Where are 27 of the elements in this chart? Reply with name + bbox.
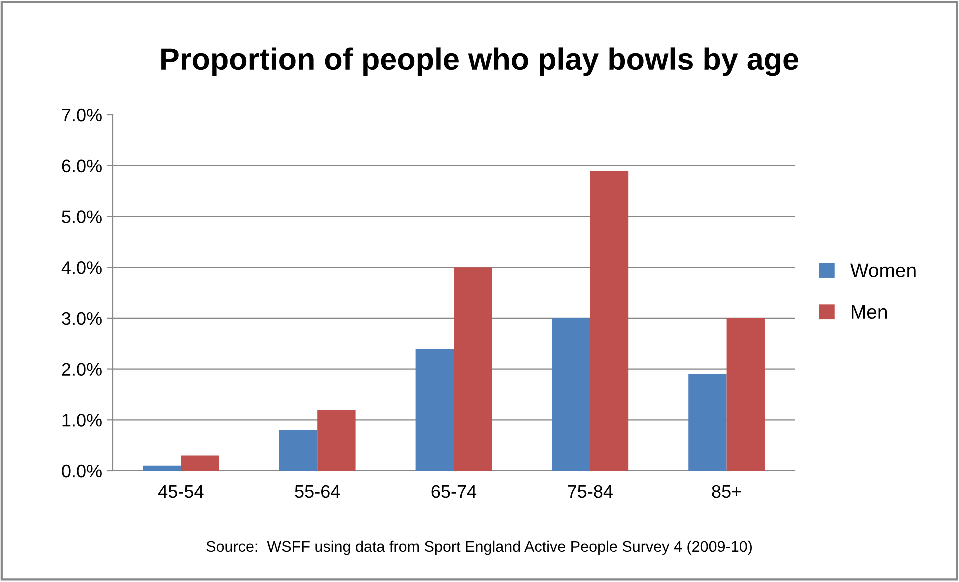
x-tick-label: 65-74 (432, 485, 477, 498)
y-tick-label: 4.0% (62, 262, 102, 274)
bar (454, 268, 492, 471)
bar (590, 170, 629, 471)
chart-title: Proportion of people who play bowls by age (162, 48, 798, 76)
x-tick-label: 75-84 (568, 485, 613, 498)
legend-label: Men (852, 305, 887, 320)
y-tick-label: 2.0% (62, 363, 102, 376)
y-tick-label: 1.0% (62, 414, 102, 427)
y-tick-label: 0.0% (62, 464, 102, 478)
y-tick-label: 3.0% (62, 312, 102, 326)
bar (688, 374, 727, 471)
bar (279, 430, 318, 471)
bar (416, 348, 454, 471)
bar (552, 318, 590, 471)
x-tick-label: 85+ (712, 485, 742, 498)
bar (318, 410, 356, 471)
y-tick-label: 5.0% (62, 210, 102, 224)
legend-label: Women (850, 264, 916, 278)
y-tick-label: 7.0% (62, 108, 102, 122)
source-note: Source: WSFF using data from Sport England Active People Survey 4 (2009-10) (206, 540, 752, 556)
bar (143, 466, 182, 471)
x-tick-label: 55-64 (295, 485, 340, 498)
bar (181, 456, 220, 471)
bar (726, 318, 765, 471)
x-tick-label: 45-54 (158, 486, 204, 498)
y-tick-label: 6.0% (62, 160, 102, 173)
